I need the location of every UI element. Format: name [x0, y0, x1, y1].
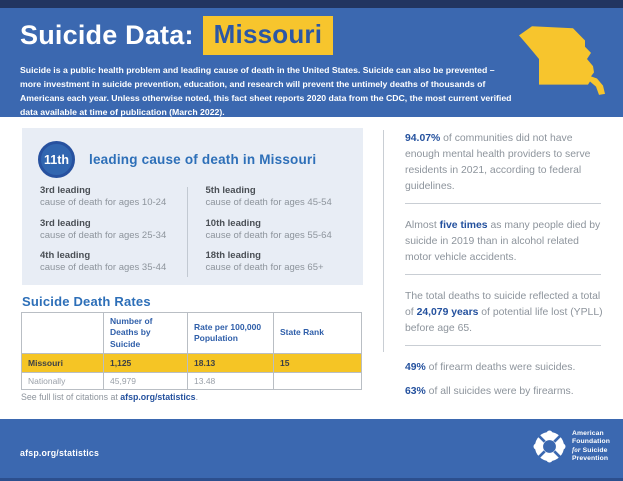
stats-column: 94.07% of communities did not have enoug… [405, 131, 604, 408]
leading-cause-card: 11th leading cause of death in Missouri … [22, 128, 363, 285]
stat-suicides-by-firearm: 63% of all suicides were by firearms. [405, 384, 604, 400]
rank-label: 3rd leading [40, 217, 91, 229]
rates-table-title: Suicide Death Rates [22, 294, 151, 309]
logo-for-word: for [572, 446, 581, 454]
stat-text: of firearm deaths were suicides. [425, 362, 576, 373]
logo-line-1: American [572, 430, 604, 437]
stat-ypll: The total deaths to suicide reflected a … [405, 289, 604, 337]
rate-value: 18.13 [187, 353, 274, 374]
stat-firearm-deaths: 49% of firearm deaths were suicides. [405, 360, 604, 376]
rank-column-left: 3rd leading cause of death for ages 10-2… [40, 185, 187, 283]
rank-badge: 11th [38, 141, 75, 178]
column-header-blank [21, 311, 104, 355]
stat-separator [405, 345, 601, 346]
afsp-logo: American Foundation for Suicide Preventi… [533, 430, 610, 464]
column-header-state-rank: State Rank [273, 311, 362, 355]
state-name-badge: Missouri [202, 15, 334, 55]
title-row: Suicide Data: Missouri [20, 15, 334, 55]
rank-item: 3rd leading cause of death for ages 10-2… [40, 185, 187, 209]
stat-highlight: 63% [405, 386, 426, 397]
rank-label: 3rd leading [40, 185, 91, 196]
rank-label: 5th leading [205, 185, 256, 196]
afsp-logo-text: American Foundation for Suicide Preventi… [572, 430, 610, 464]
top-navy-strip [0, 0, 623, 8]
table-row-nationally: Nationally 45,979 13.48 [21, 372, 362, 391]
logo-suicide-word: Suicide [580, 446, 608, 454]
stat-alcohol-accidents: Almost five times as many people died by… [405, 218, 604, 266]
rank-columns: 3rd leading cause of death for ages 10-2… [40, 185, 353, 283]
stat-text: of all suicides were by firearms. [425, 386, 574, 397]
rank-item: 18th leading cause of death for ages 65+ [206, 250, 354, 274]
state-rank-value [273, 372, 362, 391]
rank-detail: cause of death for ages 65+ [205, 262, 324, 273]
intro-paragraph: Suicide is a public health problem and l… [20, 65, 512, 117]
rank-card-header: 11th leading cause of death in Missouri [38, 141, 316, 178]
rank-card-heading: leading cause of death in Missouri [89, 152, 317, 167]
rank-label: 10th leading [205, 217, 261, 229]
stat-highlight: 24,079 years [416, 307, 479, 318]
rank-label: 4th leading [40, 250, 91, 261]
page-title: Suicide Data: [20, 19, 194, 50]
citation-line: See full list of citations at afsp.org/s… [21, 392, 198, 402]
table-header-row: Number of Deaths by Suicide Rate per 100… [21, 311, 362, 355]
rank-detail: cause of death for ages 55-64 [205, 229, 332, 241]
logo-line-3: for Suicide [572, 447, 610, 455]
header-banner: Suicide Data: Missouri Suicide is a publ… [0, 8, 623, 117]
logo-line-4: Prevention [572, 455, 609, 463]
stat-highlight: 94.07% [405, 133, 441, 144]
logo-line-2: Foundation [572, 438, 610, 446]
deaths-value: 45,979 [103, 372, 188, 391]
citation-link[interactable]: afsp.org/statistics [120, 392, 196, 402]
suicide-death-rates-table: Number of Deaths by Suicide Rate per 100… [21, 311, 362, 391]
stat-text: of communities did not have enough menta… [405, 133, 591, 192]
table-row-missouri: Missouri 1,125 18.13 15 [21, 353, 362, 374]
rank-item: 4th leading cause of death for ages 35-4… [40, 250, 187, 274]
state-rank-value: 15 [273, 353, 362, 374]
rank-label: 18th leading [205, 250, 261, 261]
rank-detail: cause of death for ages 45-54 [205, 197, 332, 208]
rank-column-right: 5th leading cause of death for ages 45-5… [192, 185, 354, 283]
citation-prefix: See full list of citations at [21, 392, 121, 402]
rank-item: 5th leading cause of death for ages 45-5… [206, 185, 354, 209]
stat-text: as many people died by suicide in 2019 t… [405, 220, 601, 263]
missouri-state-icon [519, 26, 605, 95]
afsp-lifesaver-icon [533, 430, 566, 463]
rank-detail: cause of death for ages 10-24 [40, 197, 167, 208]
stat-prefix: Almost [405, 220, 440, 231]
stat-separator [405, 274, 601, 275]
stat-text: of potential life lost (YPLL) before age… [405, 307, 603, 334]
rank-item: 10th leading cause of death for ages 55-… [206, 218, 354, 242]
rate-value: 13.48 [187, 372, 274, 391]
column-header-rate: Rate per 100,000 Population [187, 311, 274, 355]
stat-highlight: five times [439, 220, 488, 231]
footer-url-link[interactable]: afsp.org/statistics [20, 448, 100, 458]
rank-item: 3rd leading cause of death for ages 25-3… [40, 218, 187, 242]
row-label: Nationally [21, 372, 104, 391]
row-label: Missouri [21, 353, 104, 374]
rank-detail: cause of death for ages 25-34 [40, 229, 167, 241]
footer-banner: afsp.org/statistics Am [0, 419, 623, 481]
column-header-deaths: Number of Deaths by Suicide [103, 311, 188, 355]
rank-columns-divider [186, 187, 188, 277]
rank-detail: cause of death for ages 35-44 [40, 262, 167, 273]
stat-prefix: The total deaths to suicide reflected a … [405, 291, 601, 318]
stat-highlight: 49% [405, 362, 426, 373]
stat-mental-health-providers: 94.07% of communities did not have enoug… [405, 131, 604, 195]
citation-suffix: . [195, 392, 199, 402]
footer-bottom-edge [0, 478, 623, 481]
stat-separator [405, 203, 601, 204]
content-vertical-divider [383, 130, 384, 352]
deaths-value: 1,125 [103, 353, 188, 374]
